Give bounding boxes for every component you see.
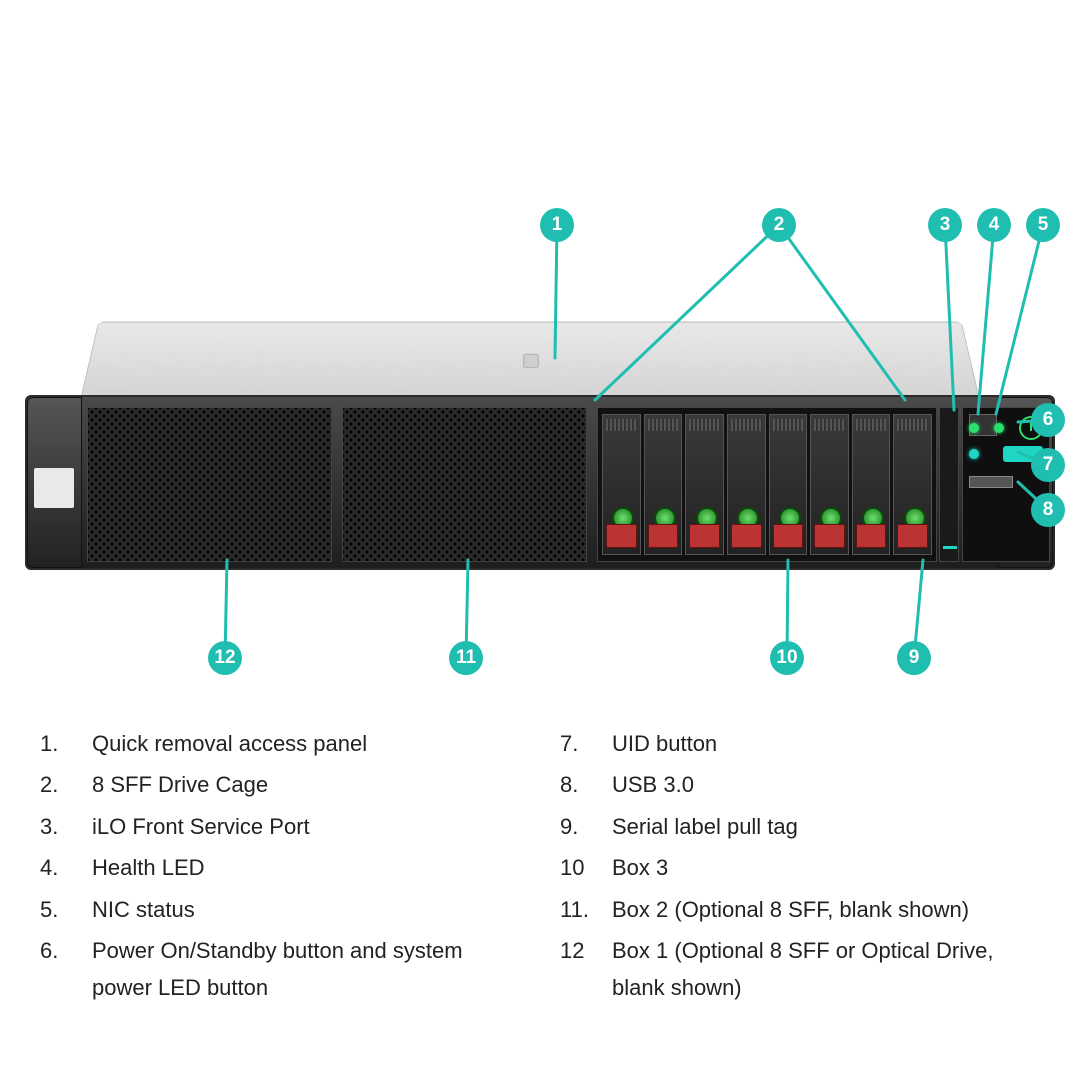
drive-bay bbox=[685, 414, 724, 555]
legend-text: 8 SFF Drive Cage bbox=[92, 766, 520, 803]
legend-row: 9. Serial label pull tag bbox=[560, 808, 1040, 845]
rack-ear-left bbox=[27, 397, 82, 568]
drive-cage-box3 bbox=[597, 407, 937, 562]
uid-led bbox=[969, 449, 979, 459]
box-1-blank bbox=[87, 407, 332, 562]
legend-num: 1. bbox=[40, 725, 68, 762]
legend-row: 1. Quick removal access panel bbox=[40, 725, 520, 762]
drive-bay bbox=[644, 414, 683, 555]
legend-text: Box 1 (Optional 8 SFF or Optical Drive, … bbox=[612, 932, 1040, 1007]
callout-2: 2 bbox=[762, 208, 796, 242]
legend-num: 12 bbox=[560, 932, 588, 1007]
legend-num: 11. bbox=[560, 891, 588, 928]
legend-num: 8. bbox=[560, 766, 588, 803]
legend-row: 8. USB 3.0 bbox=[560, 766, 1040, 803]
callout-5: 5 bbox=[1026, 208, 1060, 242]
legend-text: Quick removal access panel bbox=[92, 725, 520, 762]
callout-4: 4 bbox=[977, 208, 1011, 242]
serial-pull-tag bbox=[939, 407, 959, 562]
health-led bbox=[969, 423, 979, 433]
legend-text: Serial label pull tag bbox=[612, 808, 1040, 845]
legend-text: Box 2 (Optional 8 SFF, blank shown) bbox=[612, 891, 1040, 928]
legend-text: Power On/Standby button and system power… bbox=[92, 932, 520, 1007]
legend-num: 7. bbox=[560, 725, 588, 762]
legend-col-left: 1. Quick removal access panel 2. 8 SFF Driv… bbox=[40, 725, 520, 1011]
drive-bay bbox=[602, 414, 641, 555]
box-2-blank bbox=[342, 407, 587, 562]
legend-text: iLO Front Service Port bbox=[92, 808, 520, 845]
drive-bay bbox=[893, 414, 932, 555]
legend-row: 11. Box 2 (Optional 8 SFF, blank shown) bbox=[560, 891, 1040, 928]
drive-bay bbox=[727, 414, 766, 555]
server-top-panel bbox=[80, 322, 980, 400]
usb-port bbox=[969, 476, 1013, 488]
legend: 1. Quick removal access panel 2. 8 SFF Driv… bbox=[40, 725, 1040, 1011]
legend-num: 10 bbox=[560, 849, 588, 886]
legend-row: 10 Box 3 bbox=[560, 849, 1040, 886]
legend-num: 6. bbox=[40, 932, 68, 1007]
callout-3: 3 bbox=[928, 208, 962, 242]
legend-row: 12 Box 1 (Optional 8 SFF or Optical Drive… bbox=[560, 932, 1040, 1007]
legend-num: 9. bbox=[560, 808, 588, 845]
callout-9: 9 bbox=[897, 641, 931, 675]
legend-row: 2. 8 SFF Drive Cage bbox=[40, 766, 520, 803]
legend-text: UID button bbox=[612, 725, 1040, 762]
legend-text: USB 3.0 bbox=[612, 766, 1040, 803]
legend-text: Health LED bbox=[92, 849, 520, 886]
callout-12: 12 bbox=[208, 641, 242, 675]
drive-bay bbox=[810, 414, 849, 555]
legend-num: 4. bbox=[40, 849, 68, 886]
legend-row: 4. Health LED bbox=[40, 849, 520, 886]
nic-status-led bbox=[994, 423, 1004, 433]
callout-1: 1 bbox=[540, 208, 574, 242]
legend-col-right: 7. UID button 8. USB 3.0 9. Serial label pull… bbox=[560, 725, 1040, 1011]
legend-row: 5. NIC status bbox=[40, 891, 520, 928]
legend-text: NIC status bbox=[92, 891, 520, 928]
legend-row: 7. UID button bbox=[560, 725, 1040, 762]
callout-6: 6 bbox=[1031, 403, 1065, 437]
callout-8: 8 bbox=[1031, 493, 1065, 527]
drive-bay bbox=[852, 414, 891, 555]
legend-row: 6. Power On/Standby button and system pow… bbox=[40, 932, 520, 1007]
diagram-canvas: 1. Quick removal access panel 2. 8 SFF Driv… bbox=[0, 0, 1080, 1080]
callout-7: 7 bbox=[1031, 448, 1065, 482]
legend-num: 2. bbox=[40, 766, 68, 803]
ear-label bbox=[34, 468, 74, 508]
legend-num: 5. bbox=[40, 891, 68, 928]
drive-bay bbox=[769, 414, 808, 555]
legend-text: Box 3 bbox=[612, 849, 1040, 886]
callout-11: 11 bbox=[449, 641, 483, 675]
callout-10: 10 bbox=[770, 641, 804, 675]
legend-num: 3. bbox=[40, 808, 68, 845]
server-front-face bbox=[25, 395, 1055, 570]
legend-row: 3. iLO Front Service Port bbox=[40, 808, 520, 845]
